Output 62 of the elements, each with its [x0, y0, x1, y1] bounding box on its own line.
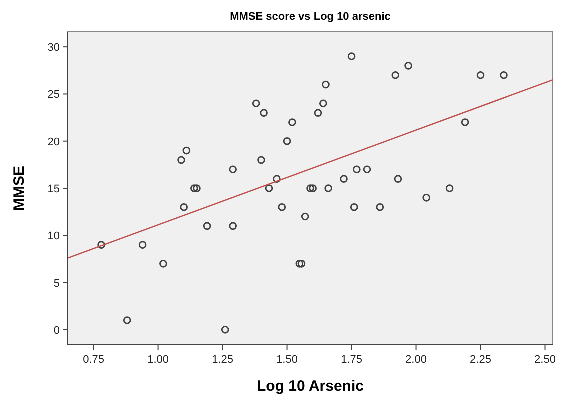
point	[376, 203, 384, 212]
point	[288, 118, 296, 126]
point	[392, 71, 400, 80]
point	[461, 118, 470, 126]
point	[160, 260, 168, 268]
point	[180, 203, 188, 212]
y-tick-label: 15	[48, 184, 60, 196]
point	[258, 156, 266, 164]
point	[446, 184, 454, 192]
point	[404, 62, 412, 70]
point	[252, 100, 260, 108]
point	[98, 241, 106, 249]
point	[324, 184, 332, 192]
x-tick-label: 2.00	[406, 354, 427, 366]
y-tick-label: 10	[48, 230, 60, 243]
point	[422, 194, 430, 202]
y-tick-label: 30	[48, 42, 60, 54]
y-tick-label: 20	[48, 136, 60, 148]
point	[500, 71, 508, 80]
point	[309, 184, 317, 192]
point	[138, 241, 147, 249]
point	[394, 175, 402, 183]
x-tick-label: 2.25	[470, 354, 492, 366]
point	[265, 184, 274, 192]
x-axis-title: Log 10 Arsenic	[257, 378, 364, 395]
point	[298, 260, 306, 268]
x-tick-label: 1.75	[341, 354, 362, 366]
point	[193, 184, 201, 192]
point	[178, 156, 186, 164]
x-tick-label: 0.75	[83, 354, 105, 366]
point	[182, 146, 191, 155]
point	[229, 166, 238, 174]
point	[340, 175, 348, 183]
point	[350, 203, 358, 212]
point	[306, 184, 314, 192]
point	[203, 222, 212, 230]
chart-title: MMSE score vs Log 10 arsenic	[230, 11, 391, 23]
point	[348, 52, 356, 60]
point	[260, 109, 268, 117]
point	[221, 326, 230, 334]
point	[278, 203, 286, 212]
point	[283, 137, 292, 146]
point	[123, 316, 132, 324]
point	[229, 222, 238, 230]
point	[190, 184, 198, 192]
y-axis-title: MMSE	[11, 166, 28, 211]
point	[296, 260, 304, 268]
point	[353, 166, 361, 174]
point	[476, 71, 485, 80]
x-tick-label: 1.50	[276, 354, 298, 366]
point	[273, 175, 281, 183]
x-tick-label: 1.00	[148, 354, 170, 366]
y-tick-label: 25	[48, 89, 60, 102]
point	[314, 109, 322, 117]
x-tick-label: 2.50	[534, 354, 556, 366]
point	[320, 100, 328, 108]
y-tick-label: 5	[54, 278, 60, 290]
point	[363, 166, 372, 174]
y-tick-label: 0	[54, 324, 60, 337]
point	[301, 212, 310, 221]
point	[322, 80, 330, 89]
x-tick-label: 1.25	[212, 354, 234, 366]
